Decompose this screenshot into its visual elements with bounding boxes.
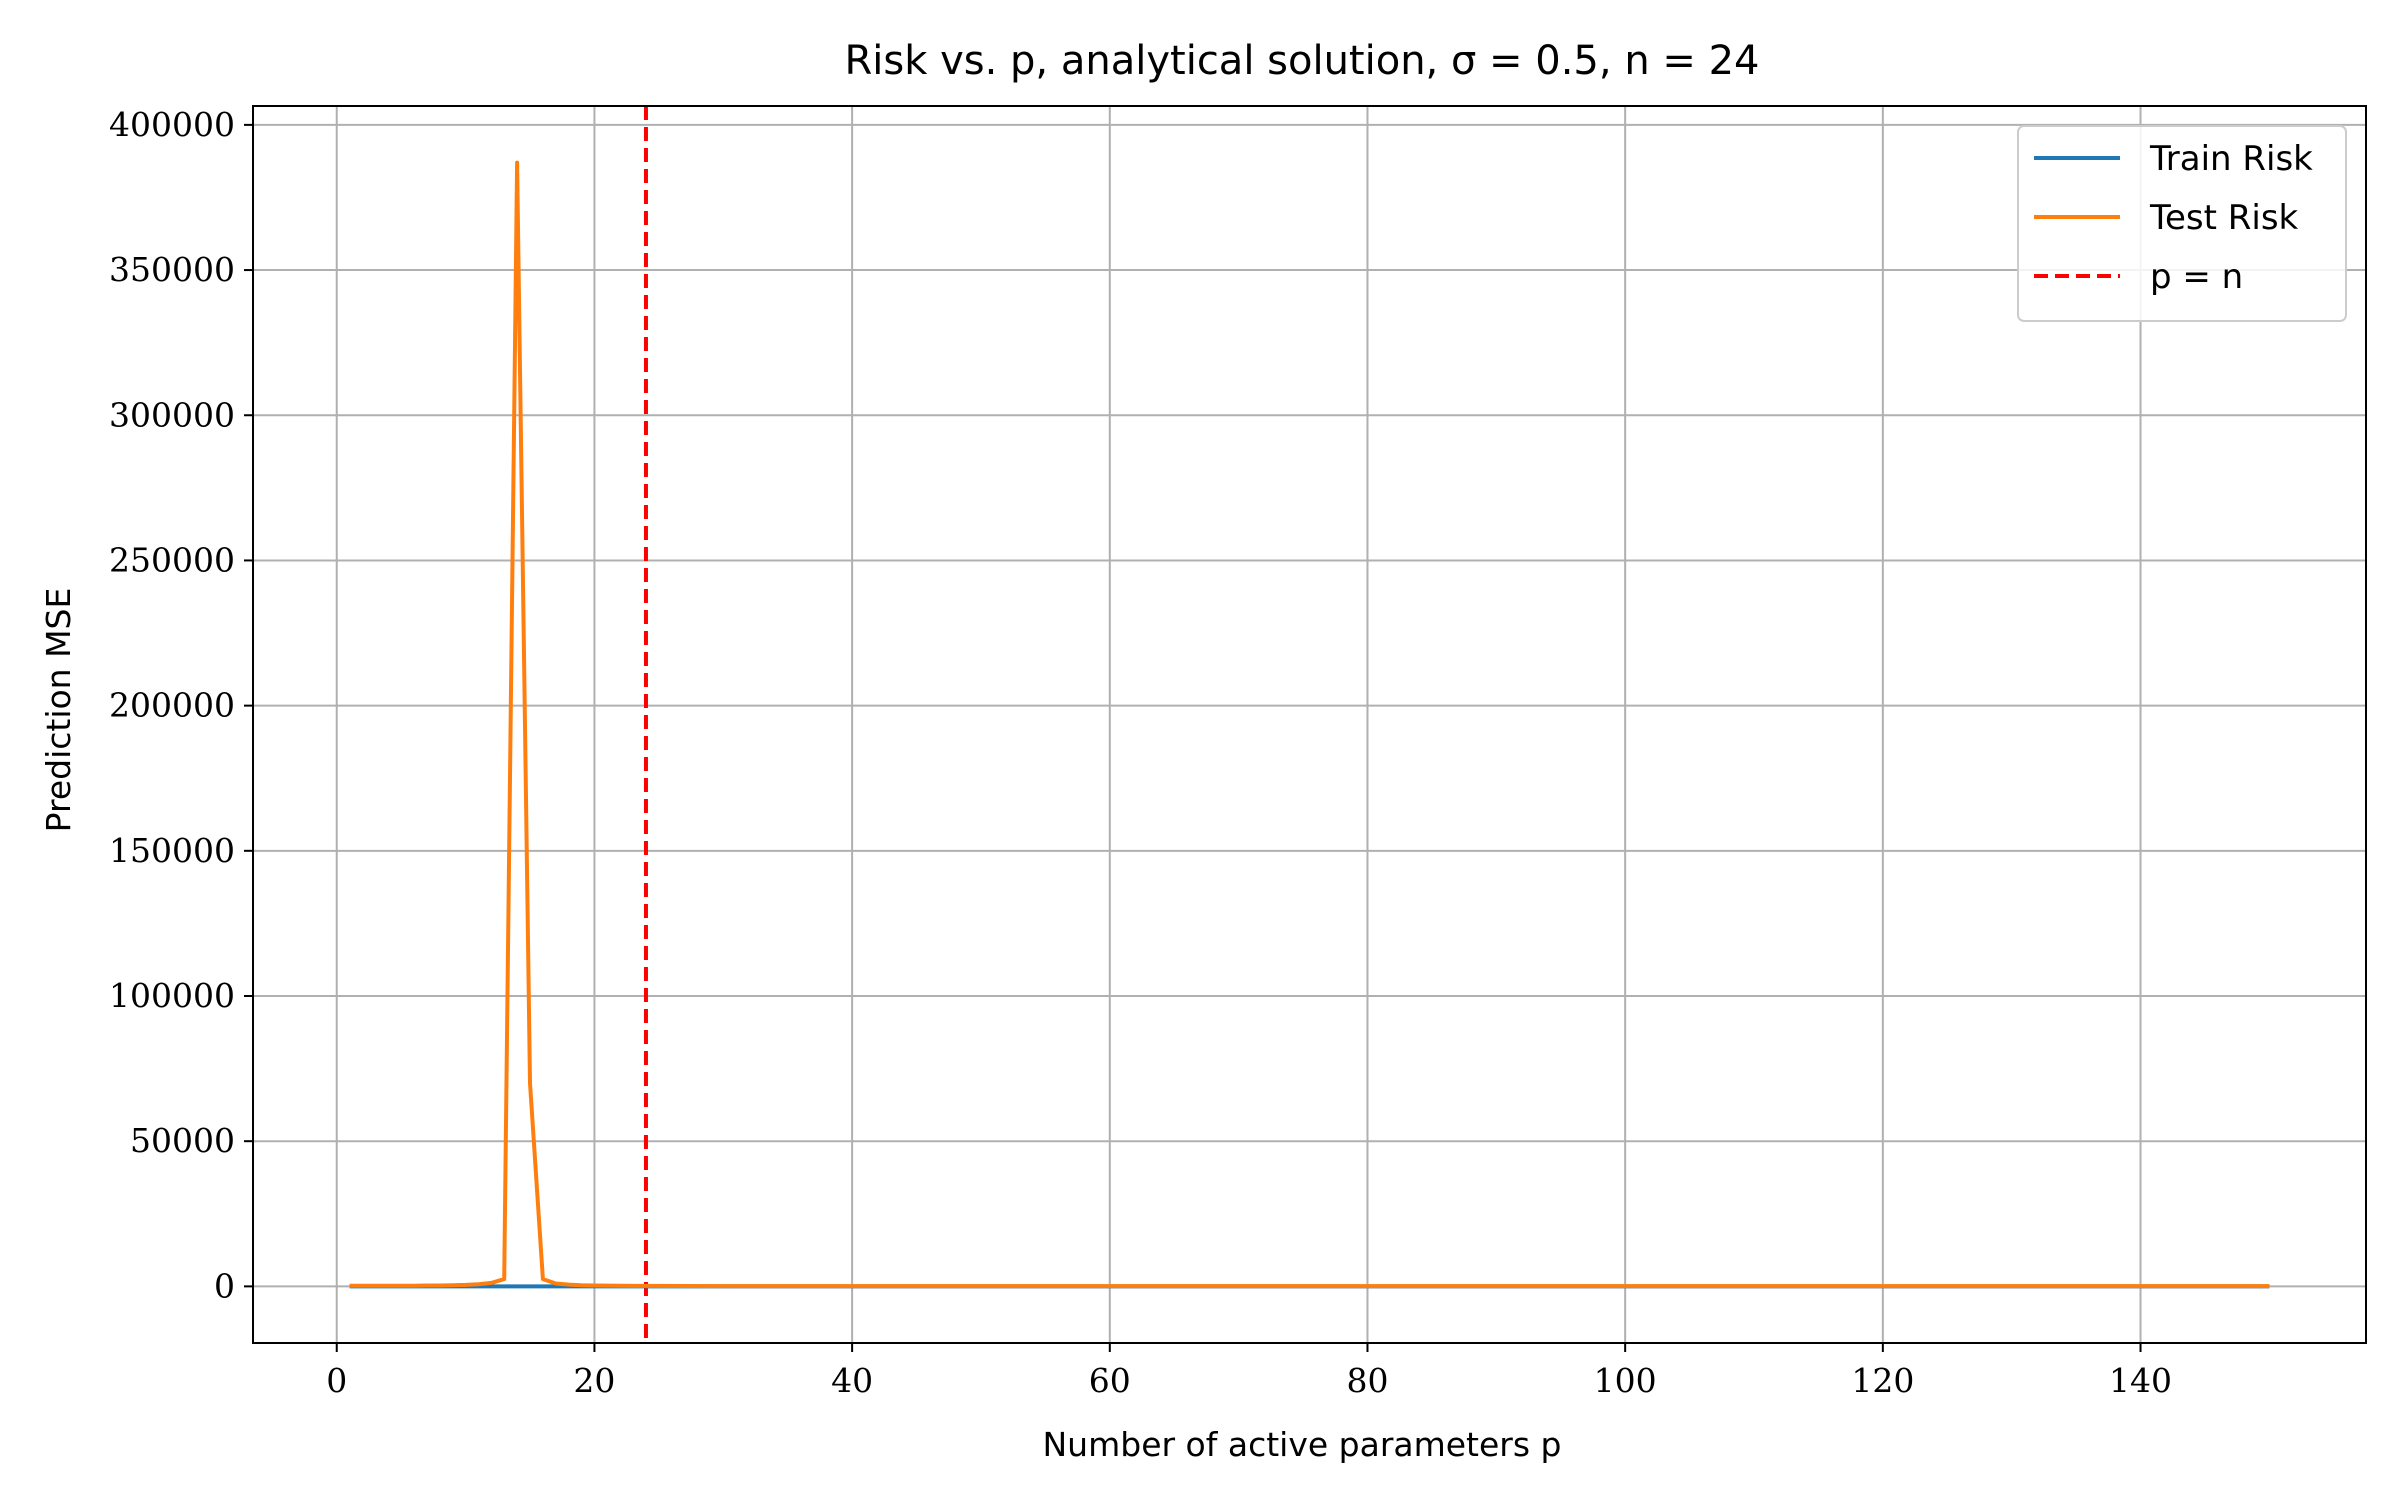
plot-area xyxy=(349,106,2270,1343)
y-tick-label: 0 xyxy=(214,1266,235,1305)
legend-label: Train Risk xyxy=(2149,139,2313,179)
y-axis-label: Prediction MSE xyxy=(39,588,78,833)
y-tick-label: 200000 xyxy=(109,686,235,725)
legend-label: Test Risk xyxy=(2149,198,2299,238)
axis-ticks: 0 20 40 60 80 100 120 140 0 50000 100000 150000 2000… xyxy=(109,105,2172,1400)
y-tick-label: 400000 xyxy=(109,105,235,144)
legend: Train Risk Test Risk p = n xyxy=(2017,125,2347,322)
legend-label: p = n xyxy=(2150,257,2243,297)
x-tick-label: 100 xyxy=(1594,1361,1657,1400)
y-tick-label: 150000 xyxy=(109,831,235,870)
x-tick-label: 40 xyxy=(831,1361,873,1400)
x-tick-label: 140 xyxy=(2109,1361,2172,1400)
x-axis-label: Number of active parameters p xyxy=(1043,1425,1562,1464)
x-tick-label: 60 xyxy=(1089,1361,1131,1400)
axes-frame xyxy=(252,105,2367,1344)
legend-box xyxy=(2017,125,2347,322)
x-tick-label: 20 xyxy=(573,1361,615,1400)
chart-title: Risk vs. p, analytical solution, σ = 0.5… xyxy=(844,38,1759,84)
y-tick-label: 50000 xyxy=(130,1121,235,1160)
y-tick-label: 350000 xyxy=(109,250,235,289)
y-tick-label: 100000 xyxy=(109,976,235,1015)
x-tick-label: 0 xyxy=(326,1361,347,1400)
test-risk-line xyxy=(349,160,2270,1289)
y-tick-label: 300000 xyxy=(109,395,235,434)
y-tick-label: 250000 xyxy=(109,540,235,579)
x-tick-label: 120 xyxy=(1851,1361,1914,1400)
x-tick-label: 80 xyxy=(1346,1361,1388,1400)
